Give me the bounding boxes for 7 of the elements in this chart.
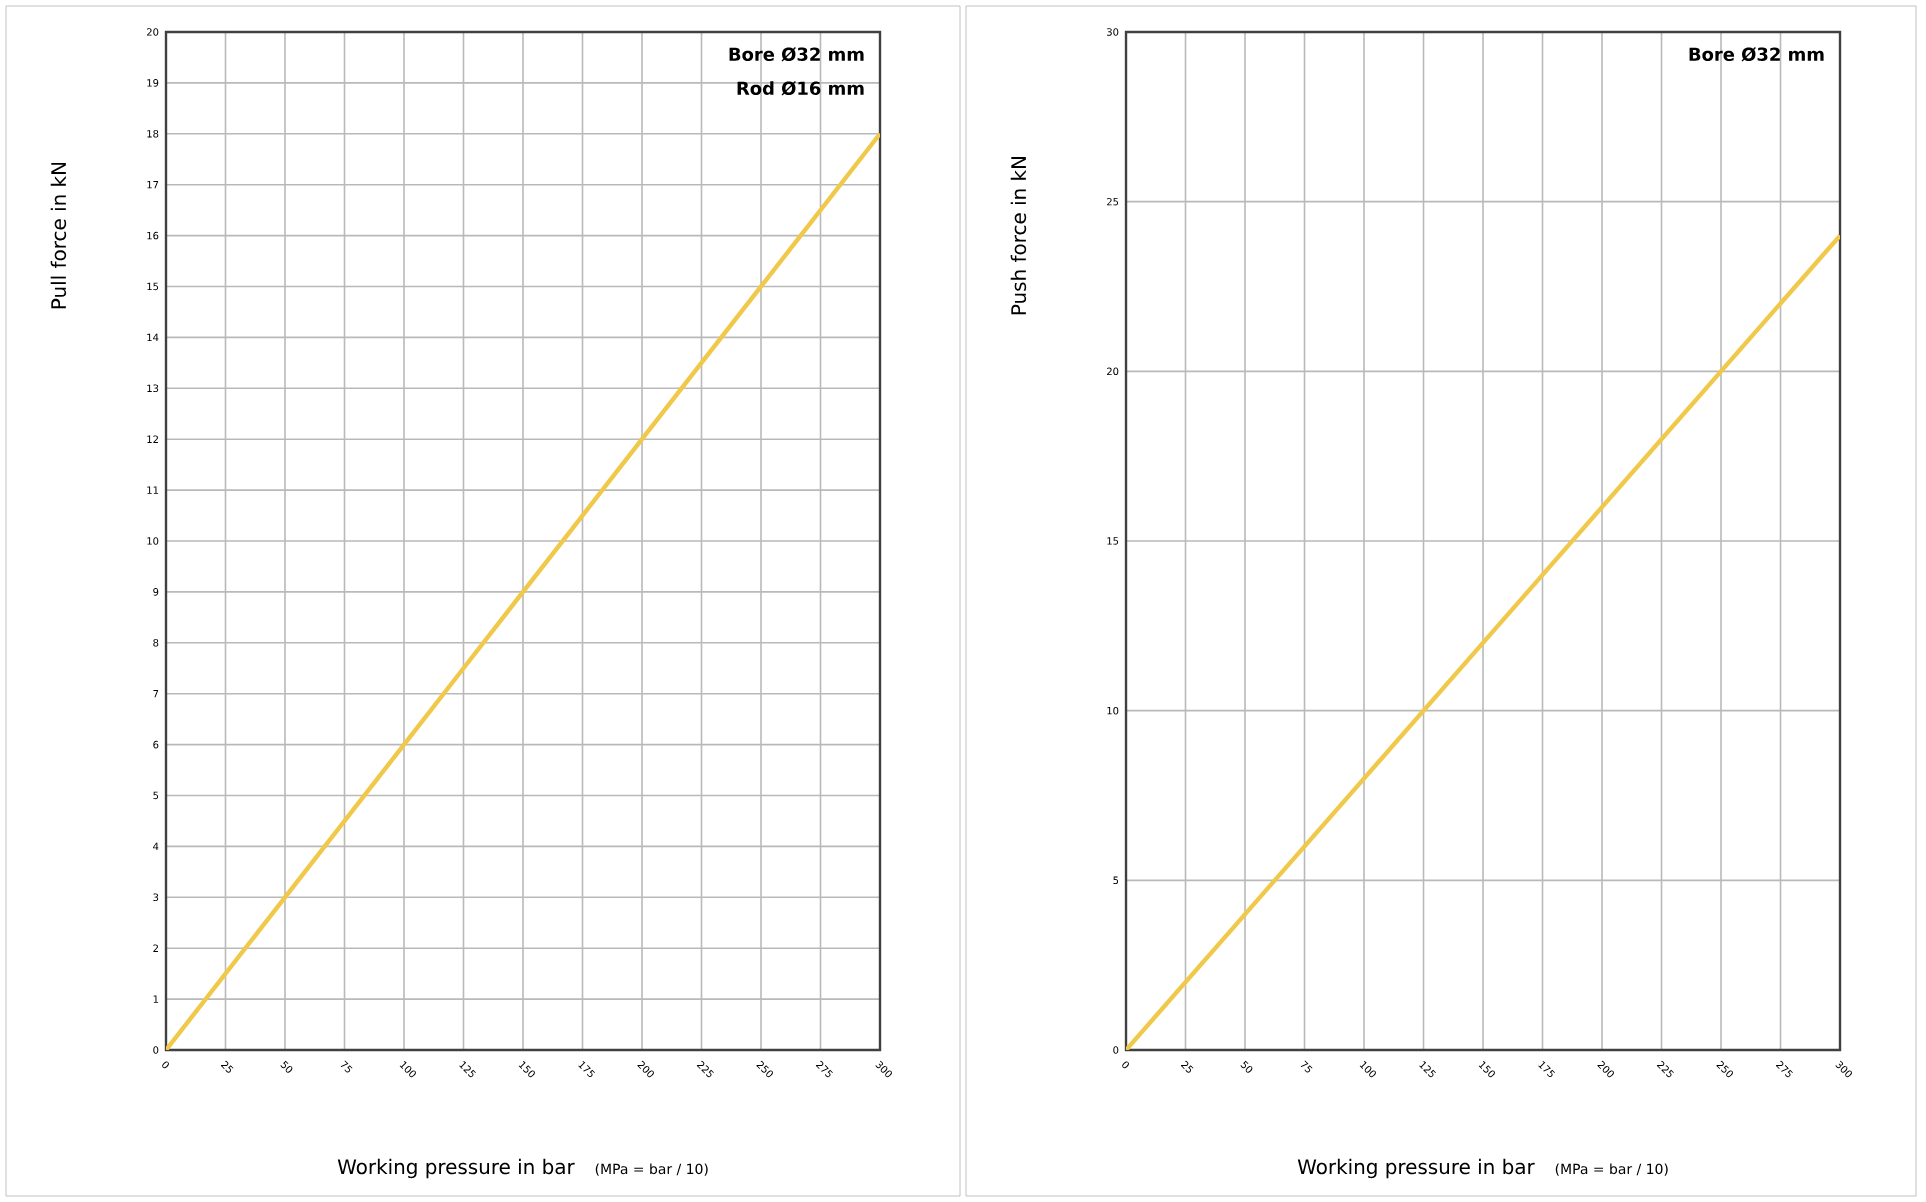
y-axis-title: Pull force in kN [50,162,67,309]
annotation: Rod Ø16 mm [737,81,864,96]
x-axis-title: Working pressure in bar [337,1158,575,1179]
annotation: Bore Ø32 mm [1689,47,1824,62]
x-axis-title: Working pressure in bar [1297,1158,1535,1179]
y-axis-title: Push force in kN [1010,156,1027,315]
annotation: Bore Ø32 mm [729,47,864,62]
